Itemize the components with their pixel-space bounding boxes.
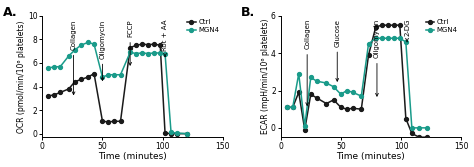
Y-axis label: ECAR (mpH/min/10⁶ platelets): ECAR (mpH/min/10⁶ platelets): [261, 19, 270, 134]
Text: Collagen: Collagen: [71, 19, 77, 95]
Text: A.: A.: [2, 6, 17, 19]
Text: 2-DG: 2-DG: [404, 19, 410, 42]
Text: Oligomycin: Oligomycin: [100, 19, 105, 80]
Text: FCCP: FCCP: [127, 19, 133, 65]
Y-axis label: OCR (pmol/min/10⁶ platelets): OCR (pmol/min/10⁶ platelets): [18, 20, 27, 133]
Text: Rot + AA: Rot + AA: [162, 19, 168, 57]
Text: Collagen: Collagen: [304, 19, 310, 106]
X-axis label: Time (minutes): Time (minutes): [98, 152, 167, 161]
Text: Glucose: Glucose: [334, 19, 340, 81]
Text: Oligomycin: Oligomycin: [374, 19, 380, 96]
Text: B.: B.: [241, 6, 255, 19]
Legend: Ctrl, MGN4: Ctrl, MGN4: [187, 19, 219, 33]
X-axis label: Time (minutes): Time (minutes): [337, 152, 405, 161]
Legend: Ctrl, MGN4: Ctrl, MGN4: [426, 19, 458, 33]
